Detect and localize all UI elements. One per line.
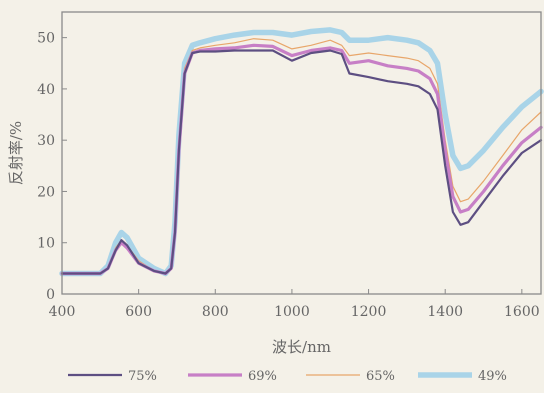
x-tick-label: 1000 bbox=[274, 304, 310, 320]
y-tick-label: 0 bbox=[46, 287, 55, 303]
legend-label: 65% bbox=[366, 369, 395, 384]
x-axis: 400 600 800 1000 1200 1400 1600 bbox=[49, 289, 540, 320]
x-tick-label: 1600 bbox=[504, 304, 540, 320]
y-axis: 0 10 20 30 40 50 bbox=[37, 31, 67, 303]
x-tick-label: 800 bbox=[202, 304, 229, 320]
series-line-49pct bbox=[59, 27, 544, 277]
y-tick-label: 40 bbox=[37, 82, 55, 98]
x-tick-label: 400 bbox=[49, 304, 76, 320]
y-tick-label: 20 bbox=[37, 184, 55, 200]
series-line-65pct bbox=[61, 38, 542, 275]
series-layer bbox=[59, 27, 544, 277]
y-tick-label: 50 bbox=[37, 31, 55, 47]
series-line-75pct bbox=[60, 49, 543, 275]
y-axis-title: 反射率/% bbox=[7, 121, 25, 185]
x-tick-label: 1400 bbox=[427, 304, 463, 320]
x-tick-label: 600 bbox=[125, 304, 152, 320]
legend-label: 69% bbox=[248, 369, 277, 384]
plot-frame bbox=[61, 11, 542, 295]
x-axis-title: 波长/nm bbox=[272, 338, 331, 356]
legend: 75% 69% 65% 49% bbox=[68, 369, 507, 384]
x-tick-label: 1200 bbox=[351, 304, 387, 320]
y-tick-label: 30 bbox=[37, 133, 55, 149]
legend-label: 49% bbox=[478, 369, 507, 384]
legend-label: 75% bbox=[128, 369, 157, 384]
series-line-69pct bbox=[60, 43, 543, 276]
y-tick-label: 10 bbox=[37, 236, 55, 252]
